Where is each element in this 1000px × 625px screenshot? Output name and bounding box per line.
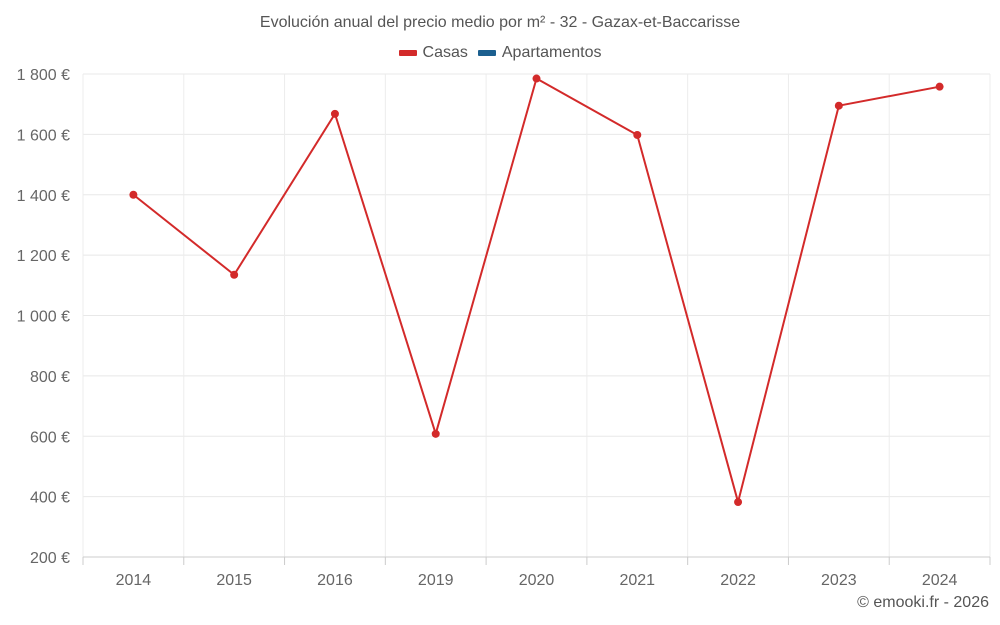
legend-label-apartamentos: Apartamentos (501, 44, 602, 61)
legend-swatch-casas (398, 50, 417, 56)
legend-swatch-apartamentos (477, 50, 496, 56)
y-tick-label: 800 € (30, 369, 70, 386)
x-tick-label: 2014 (116, 572, 152, 589)
y-tick-label: 1 200 € (17, 248, 70, 265)
legend-item-casas[interactable]: Casas (398, 44, 468, 62)
data-point[interactable] (129, 190, 138, 199)
y-tick-label: 200 € (30, 550, 70, 567)
y-tick-label: 1 600 € (17, 127, 70, 144)
x-tick-label: 2022 (720, 572, 756, 589)
legend: Casas Apartamentos (0, 44, 1000, 62)
series-group (129, 74, 944, 507)
grid-lines (82, 73, 991, 558)
chart-title: Evolución anual del precio medio por m² … (259, 14, 741, 31)
data-point[interactable] (633, 130, 642, 139)
y-axis-labels: 200 € 400 € 600 € 800 € 1 000 € 1 200 € 1 400 … (17, 67, 70, 567)
x-tick-label: 2024 (922, 572, 958, 589)
data-point[interactable] (734, 498, 743, 507)
data-point[interactable] (935, 82, 944, 91)
x-tick-label: 2016 (317, 572, 353, 589)
y-tick-label: 600 € (30, 429, 70, 446)
data-point[interactable] (330, 109, 339, 118)
x-tick-label: 2021 (619, 572, 655, 589)
legend-item-apartamentos[interactable]: Apartamentos (477, 44, 602, 62)
credit-text: © emooki.fr - 2026 (857, 594, 989, 611)
x-tick-label: 2019 (418, 572, 454, 589)
data-point[interactable] (431, 429, 440, 438)
x-tick-label: 2023 (821, 572, 857, 589)
legend-label-casas: Casas (422, 44, 468, 61)
data-point[interactable] (230, 270, 239, 279)
axes (82, 556, 991, 565)
y-tick-label: 400 € (30, 490, 70, 507)
x-tick-label: 2015 (216, 572, 252, 589)
data-point[interactable] (834, 101, 843, 110)
x-tick-label: 2020 (519, 572, 555, 589)
series-line-casas (132, 77, 940, 504)
y-tick-label: 1 000 € (17, 309, 70, 326)
x-axis-labels: 2014 2015 2016 2019 2020 2021 2022 2023 2024 (116, 572, 958, 589)
y-tick-label: 1 800 € (17, 67, 70, 84)
data-point[interactable] (532, 74, 541, 83)
y-tick-label: 1 400 € (17, 188, 70, 205)
